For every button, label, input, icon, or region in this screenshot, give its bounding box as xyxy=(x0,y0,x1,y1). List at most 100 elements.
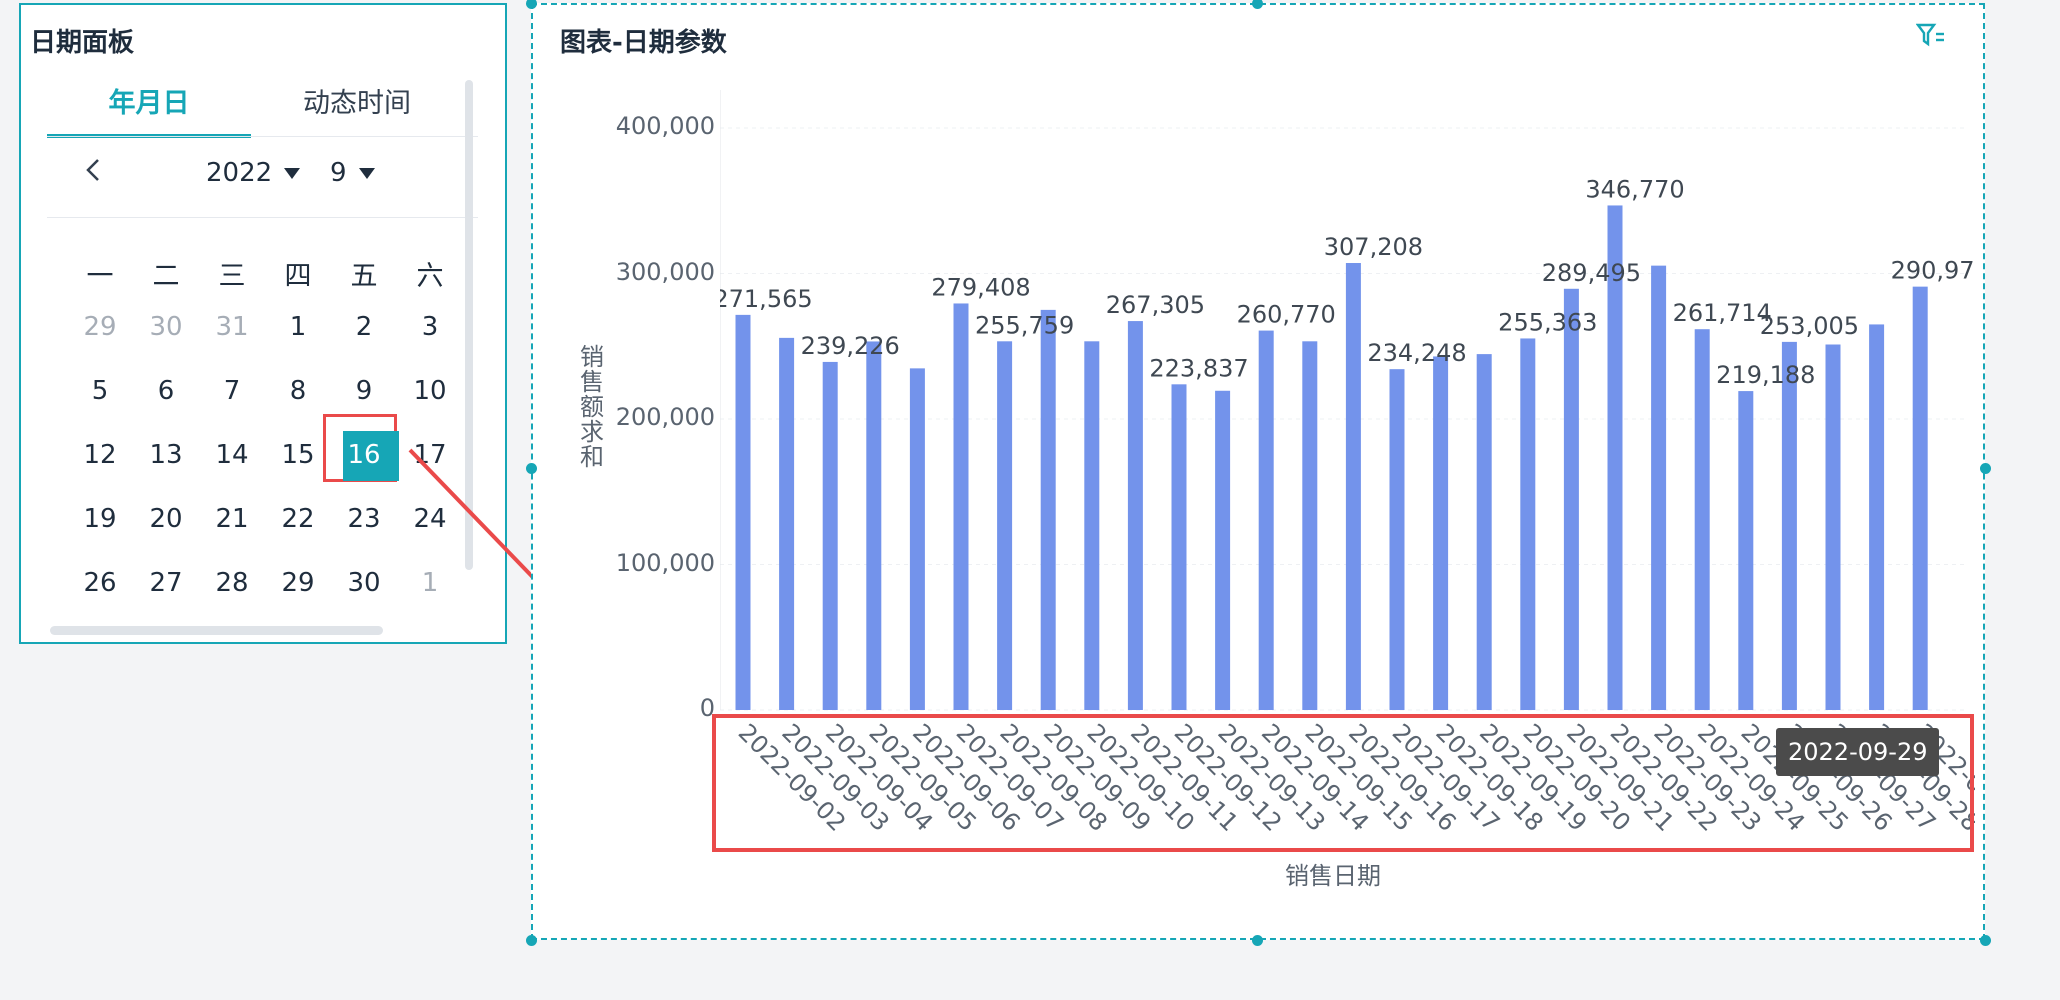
resize-handle[interactable] xyxy=(1980,463,1991,474)
calendar-day[interactable]: 22 xyxy=(281,504,315,534)
calendar-day[interactable]: 31 xyxy=(215,312,249,342)
y-tick-label: 300,000 xyxy=(615,257,715,286)
vertical-scrollbar[interactable] xyxy=(465,80,473,570)
calendar-day[interactable]: 30 xyxy=(149,312,183,342)
year-select[interactable]: 2022 xyxy=(206,158,301,188)
calendar-day[interactable]: 1 xyxy=(289,312,307,342)
calendar-day[interactable]: 6 xyxy=(157,376,175,406)
bar[interactable] xyxy=(997,341,1013,710)
calendar-day[interactable]: 24 xyxy=(413,504,447,534)
header-divider xyxy=(47,217,478,218)
data-label: 260,770 xyxy=(1237,301,1336,329)
bar[interactable] xyxy=(1345,263,1361,710)
tab-year-month-day[interactable]: 年月日 xyxy=(47,80,251,138)
bar[interactable] xyxy=(1738,391,1754,710)
bar[interactable] xyxy=(1825,344,1841,710)
data-label: 219,188 xyxy=(1716,361,1815,389)
bar[interactable] xyxy=(1781,341,1797,710)
bar[interactable] xyxy=(953,303,969,710)
bar[interactable] xyxy=(1694,329,1710,710)
bar[interactable] xyxy=(909,368,925,710)
data-label: 307,208 xyxy=(1324,233,1423,261)
bar[interactable] xyxy=(779,337,795,710)
bar[interactable] xyxy=(1607,205,1623,710)
data-label: 346,770 xyxy=(1585,175,1684,203)
bar[interactable] xyxy=(1040,309,1056,710)
year-value: 2022 xyxy=(206,158,273,188)
x-axis-label: 销售日期 xyxy=(1285,862,1381,890)
calendar-day[interactable]: 17 xyxy=(413,440,447,470)
data-label: 271,565 xyxy=(720,285,813,313)
calendar-day[interactable]: 29 xyxy=(281,568,315,598)
bar[interactable] xyxy=(1215,390,1231,710)
tab-dynamic-time[interactable]: 动态时间 xyxy=(303,88,411,119)
month-select[interactable]: 9 xyxy=(330,158,375,188)
calendar-day[interactable]: 16 xyxy=(331,430,399,481)
bar[interactable] xyxy=(1433,356,1449,710)
resize-handle[interactable] xyxy=(526,935,537,946)
calendar-day[interactable]: 13 xyxy=(149,440,183,470)
calendar-day[interactable]: 21 xyxy=(215,504,249,534)
calendar-day[interactable]: 2 xyxy=(355,312,373,342)
bar[interactable] xyxy=(1084,341,1100,710)
bar[interactable] xyxy=(866,341,882,710)
calendar-day[interactable]: 10 xyxy=(413,376,447,406)
bar[interactable] xyxy=(1563,288,1579,710)
bar[interactable] xyxy=(1869,324,1885,710)
data-label: 223,837 xyxy=(1149,354,1248,382)
data-label: 290,971 xyxy=(1891,257,1975,285)
bar[interactable] xyxy=(1389,369,1405,710)
bar[interactable] xyxy=(1912,286,1928,710)
calendar-day[interactable]: 20 xyxy=(149,504,183,534)
horizontal-scrollbar[interactable] xyxy=(50,626,383,635)
data-label: 239,226 xyxy=(801,332,900,360)
bar[interactable] xyxy=(1520,338,1536,710)
y-tick-label: 400,000 xyxy=(615,112,715,140)
calendar-day[interactable]: 7 xyxy=(223,376,241,406)
weekday-label: 三 xyxy=(218,261,246,292)
bar-chart: 2022-09-022022-09-032022-09-042022-09-05… xyxy=(720,90,1975,837)
data-label: 261,714 xyxy=(1673,299,1772,327)
resize-handle[interactable] xyxy=(1980,935,1991,946)
tab-divider xyxy=(47,136,478,137)
bar[interactable] xyxy=(1171,384,1187,710)
calendar-day[interactable]: 9 xyxy=(355,376,373,406)
calendar-day[interactable]: 5 xyxy=(91,376,109,406)
calendar-day[interactable]: 27 xyxy=(149,568,183,598)
chevron-left-icon xyxy=(86,159,99,181)
filter-list-icon[interactable] xyxy=(1915,22,1946,48)
bar[interactable] xyxy=(735,314,751,710)
bar[interactable] xyxy=(1651,265,1667,710)
calendar-day[interactable]: 30 xyxy=(347,568,381,598)
calendar-day[interactable]: 12 xyxy=(83,440,117,470)
y-tick-label: 100,000 xyxy=(615,548,715,577)
data-label: 255,759 xyxy=(975,311,1074,339)
resize-handle[interactable] xyxy=(1252,935,1263,946)
calendar-day[interactable]: 26 xyxy=(83,568,117,598)
resize-handle[interactable] xyxy=(526,0,537,9)
bar[interactable] xyxy=(1302,341,1318,710)
calendar-day[interactable]: 1 xyxy=(421,568,439,598)
calendar-day[interactable]: 3 xyxy=(421,312,439,342)
date-panel-title: 日期面板 xyxy=(30,28,135,58)
calendar-day[interactable]: 8 xyxy=(289,376,307,406)
calendar-day[interactable]: 19 xyxy=(83,504,117,534)
resize-handle[interactable] xyxy=(1252,0,1263,9)
weekday-label: 六 xyxy=(416,261,444,292)
resize-handle[interactable] xyxy=(526,463,537,474)
data-label: 255,363 xyxy=(1498,308,1597,336)
x-axis-highlight-box xyxy=(712,714,1974,852)
bar[interactable] xyxy=(1476,354,1492,710)
calendar-day[interactable]: 14 xyxy=(215,440,249,470)
bar[interactable] xyxy=(1127,321,1143,710)
bar[interactable] xyxy=(822,361,838,710)
data-label: 253,005 xyxy=(1760,312,1859,340)
calendar-day[interactable]: 28 xyxy=(215,568,249,598)
calendar-day[interactable]: 23 xyxy=(347,504,381,534)
prev-month-button[interactable] xyxy=(82,152,112,192)
bar[interactable] xyxy=(1258,330,1274,710)
calendar-day[interactable]: 15 xyxy=(281,440,315,470)
calendar-day[interactable]: 29 xyxy=(83,312,117,342)
caret-down-icon xyxy=(284,167,301,179)
data-label: 267,305 xyxy=(1106,291,1205,319)
